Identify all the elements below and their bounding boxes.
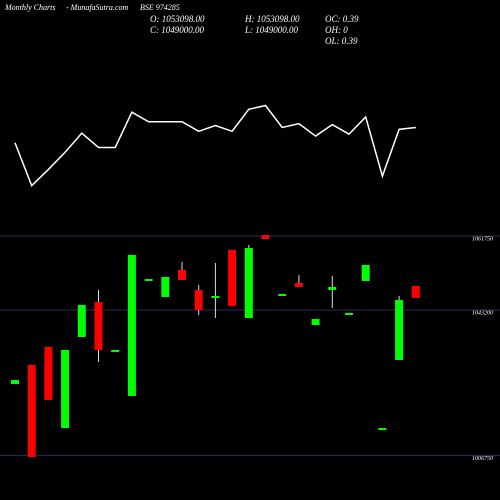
chart-title: Monthly Charts bbox=[4, 3, 55, 12]
candle-body bbox=[178, 269, 186, 280]
candle-body bbox=[395, 299, 404, 361]
candle-body bbox=[127, 254, 136, 397]
y-tick-label: 1006750 bbox=[472, 456, 493, 462]
candle-body bbox=[345, 312, 353, 315]
candle-body bbox=[111, 350, 120, 353]
candle-body bbox=[244, 247, 253, 319]
info: OL: 0.39 bbox=[325, 36, 358, 46]
candle-body bbox=[311, 319, 320, 325]
candle-body bbox=[361, 264, 370, 281]
info: OC: 0.39 bbox=[325, 14, 359, 24]
candle-body bbox=[77, 305, 86, 338]
source: - MunafaSutra.com bbox=[66, 3, 128, 12]
candle-body bbox=[94, 302, 103, 351]
candle-body bbox=[411, 285, 420, 298]
info: O: 1053098.00 bbox=[150, 14, 205, 24]
info: L: 1049000.00 bbox=[244, 25, 299, 35]
candle-body bbox=[211, 295, 220, 298]
candle-body bbox=[261, 234, 270, 239]
info: H: 1053098.00 bbox=[244, 14, 300, 24]
candle-body bbox=[44, 347, 53, 401]
y-tick-label: 1061750 bbox=[472, 236, 493, 242]
candle-body bbox=[161, 276, 170, 297]
info: C: 1049000.00 bbox=[150, 25, 205, 35]
candle-body bbox=[228, 249, 237, 307]
symbol: BSE 974285 bbox=[140, 3, 180, 12]
candle-body bbox=[278, 293, 287, 296]
candle-body bbox=[328, 287, 337, 291]
candle-body bbox=[194, 290, 203, 310]
candle-body bbox=[144, 278, 153, 281]
candle-body bbox=[11, 380, 19, 385]
candle-body bbox=[27, 365, 36, 458]
info: OH: 0 bbox=[325, 25, 348, 35]
candle-body bbox=[294, 282, 303, 288]
indicator-line bbox=[14, 104, 416, 188]
candle-body bbox=[61, 350, 70, 429]
candle-body bbox=[378, 428, 387, 431]
y-tick-label: 1043200 bbox=[472, 309, 493, 316]
